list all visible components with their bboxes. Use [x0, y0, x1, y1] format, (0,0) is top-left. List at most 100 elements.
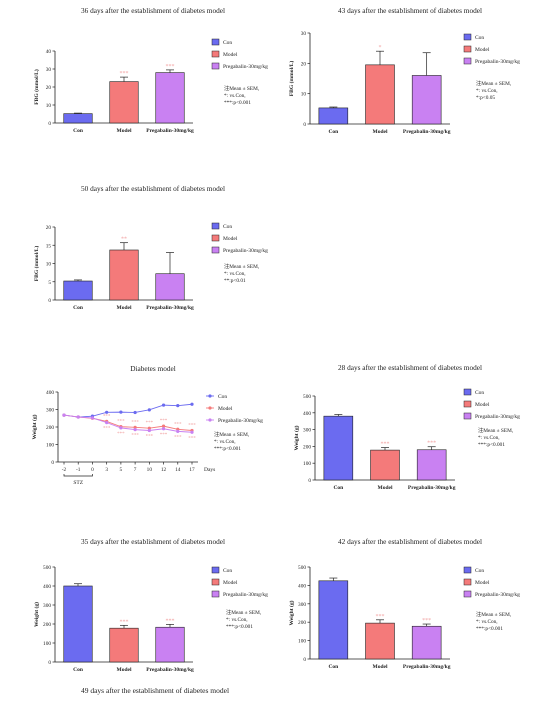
- bar-model: [365, 622, 395, 660]
- significance-mark: ***: [427, 441, 436, 447]
- y-tick-label: 400: [298, 583, 306, 589]
- y-tick-label: 400: [303, 411, 311, 417]
- y-tick-label: 15: [46, 243, 52, 249]
- series-point: [62, 413, 66, 417]
- y-tick-label: 300: [298, 602, 306, 608]
- legend-label: Pregabalin-30mg/kg: [475, 414, 520, 420]
- stat-note: *:p<0.05: [476, 95, 495, 101]
- x-tick-label: Pregabalin-30mg/kg: [146, 667, 194, 673]
- stat-note: 注Mean ± SEM,: [224, 262, 259, 270]
- bar-con: [318, 107, 349, 125]
- significance-mark: ***: [160, 433, 168, 438]
- footer-title: 49 days after the establishment of diabe…: [80, 686, 230, 695]
- significance-mark: ***: [381, 442, 390, 448]
- x-tick-label: Con: [73, 305, 83, 311]
- series-point: [133, 428, 137, 432]
- legend-label: Pregabalin-30mg/kg: [218, 418, 263, 424]
- stat-note: **:p<0.01: [224, 278, 246, 284]
- legend-label: Pregabalin-30mg/kg: [223, 248, 268, 254]
- series-point: [147, 426, 151, 430]
- stat-note: *: vs.Con,: [224, 271, 246, 277]
- legend-swatch-model: [463, 578, 472, 586]
- legend-swatch-pregabalin-30mg-kg: [463, 590, 472, 598]
- x-tick-label: 5: [120, 467, 123, 473]
- significance-mark: ***: [174, 422, 182, 427]
- legend-label: Pregabalin-30mg/kg: [223, 64, 268, 70]
- y-tick-label: 10: [46, 103, 52, 109]
- significance-mark: ***: [166, 64, 175, 70]
- bar-chart-2: 50 days after the establishment of diabe…: [33, 184, 268, 311]
- y-tick-label: 100: [43, 641, 51, 647]
- y-tick-label: 10: [46, 262, 52, 268]
- bar-model: [370, 449, 400, 481]
- x-tick-label: Model: [117, 305, 132, 311]
- series-point: [105, 421, 109, 425]
- legend-swatch-con: [211, 222, 220, 230]
- x-tick-label: Con: [73, 667, 83, 673]
- stat-note: *: vs.Con,: [476, 619, 498, 625]
- bar-pregabalin-30mg-kg: [155, 273, 185, 301]
- y-tick-label: 20: [46, 85, 52, 91]
- y-tick-label: 500: [43, 565, 51, 571]
- legend-swatch-pregabalin-30mg-kg: [211, 62, 220, 70]
- y-tick-label: 200: [43, 622, 51, 628]
- bar-model: [365, 64, 395, 125]
- legend-swatch-model: [463, 45, 472, 53]
- bar-model: [109, 627, 139, 663]
- legend-label: Pregabalin-30mg/kg: [223, 592, 268, 598]
- series-point: [147, 408, 151, 412]
- x-tick-label: Pregabalin-30mg/kg: [146, 128, 194, 134]
- y-tick-label: 40: [46, 49, 52, 55]
- significance-mark: ***: [120, 71, 129, 77]
- x-axis-unit: Days: [204, 467, 215, 473]
- chart-title: Diabetes model: [130, 364, 176, 373]
- x-tick-label: 14: [175, 467, 181, 473]
- legend-swatch-con: [211, 566, 220, 574]
- series-point: [147, 428, 151, 433]
- y-tick-label: 20: [301, 61, 307, 67]
- series-point: [90, 416, 95, 420]
- stat-note: 注Mean ± SEM,: [476, 610, 511, 618]
- x-tick-label: Model: [117, 667, 132, 673]
- stz-bracket: [63, 474, 93, 477]
- y-axis-label: Weight (g): [293, 425, 300, 450]
- x-tick-label: Pregabalin-30mg/kg: [403, 129, 451, 135]
- series-line-0: [63, 403, 193, 418]
- series-line-2: [63, 414, 193, 433]
- y-tick-label: 0: [48, 121, 51, 127]
- chart-title: 50 days after the establishment of diabe…: [81, 184, 225, 193]
- legend-marker: [208, 394, 212, 398]
- stat-note: *: vs.Con,: [476, 88, 498, 94]
- legend-label: Con: [475, 568, 484, 574]
- bar-pregabalin-30mg-kg: [155, 72, 185, 124]
- x-tick-label: Pregabalin-30mg/kg: [408, 485, 456, 491]
- legend-label: Model: [475, 47, 490, 53]
- legend-label: Con: [475, 35, 484, 41]
- legend-marker: [208, 418, 212, 422]
- stat-note: ***:p<0.001: [478, 442, 505, 448]
- series-point: [190, 402, 194, 406]
- significance-mark: ***: [188, 424, 196, 429]
- y-tick-label: 200: [298, 620, 306, 626]
- stat-note: ***:p<0.001: [214, 446, 241, 452]
- x-tick-label: 10: [147, 467, 153, 473]
- x-tick-label: 12: [161, 467, 167, 473]
- bar-con: [63, 113, 93, 124]
- x-tick-label: Pregabalin-30mg/kg: [403, 664, 451, 670]
- significance-mark: ***: [166, 618, 175, 624]
- series-point: [76, 415, 80, 419]
- significance-mark: ***: [160, 419, 168, 424]
- legend-label: Con: [223, 40, 232, 46]
- bar-chart-0: 36 days after the establishment of diabe…: [33, 6, 268, 134]
- series-point: [190, 430, 194, 434]
- stat-note: ***:p<0.001: [476, 626, 503, 632]
- y-axis-label: FBG (mmol/L): [33, 69, 40, 105]
- legend-label: Con: [218, 394, 227, 400]
- stat-note: *: vs.Con,: [224, 93, 246, 99]
- stat-note: *: vs.Con,: [478, 435, 500, 441]
- x-tick-label: Model: [373, 129, 388, 135]
- bar-pregabalin-30mg-kg: [411, 75, 442, 125]
- y-tick-label: 30: [301, 31, 307, 37]
- bar-con: [323, 415, 354, 481]
- x-tick-label: Pregabalin-30mg/kg: [146, 305, 194, 311]
